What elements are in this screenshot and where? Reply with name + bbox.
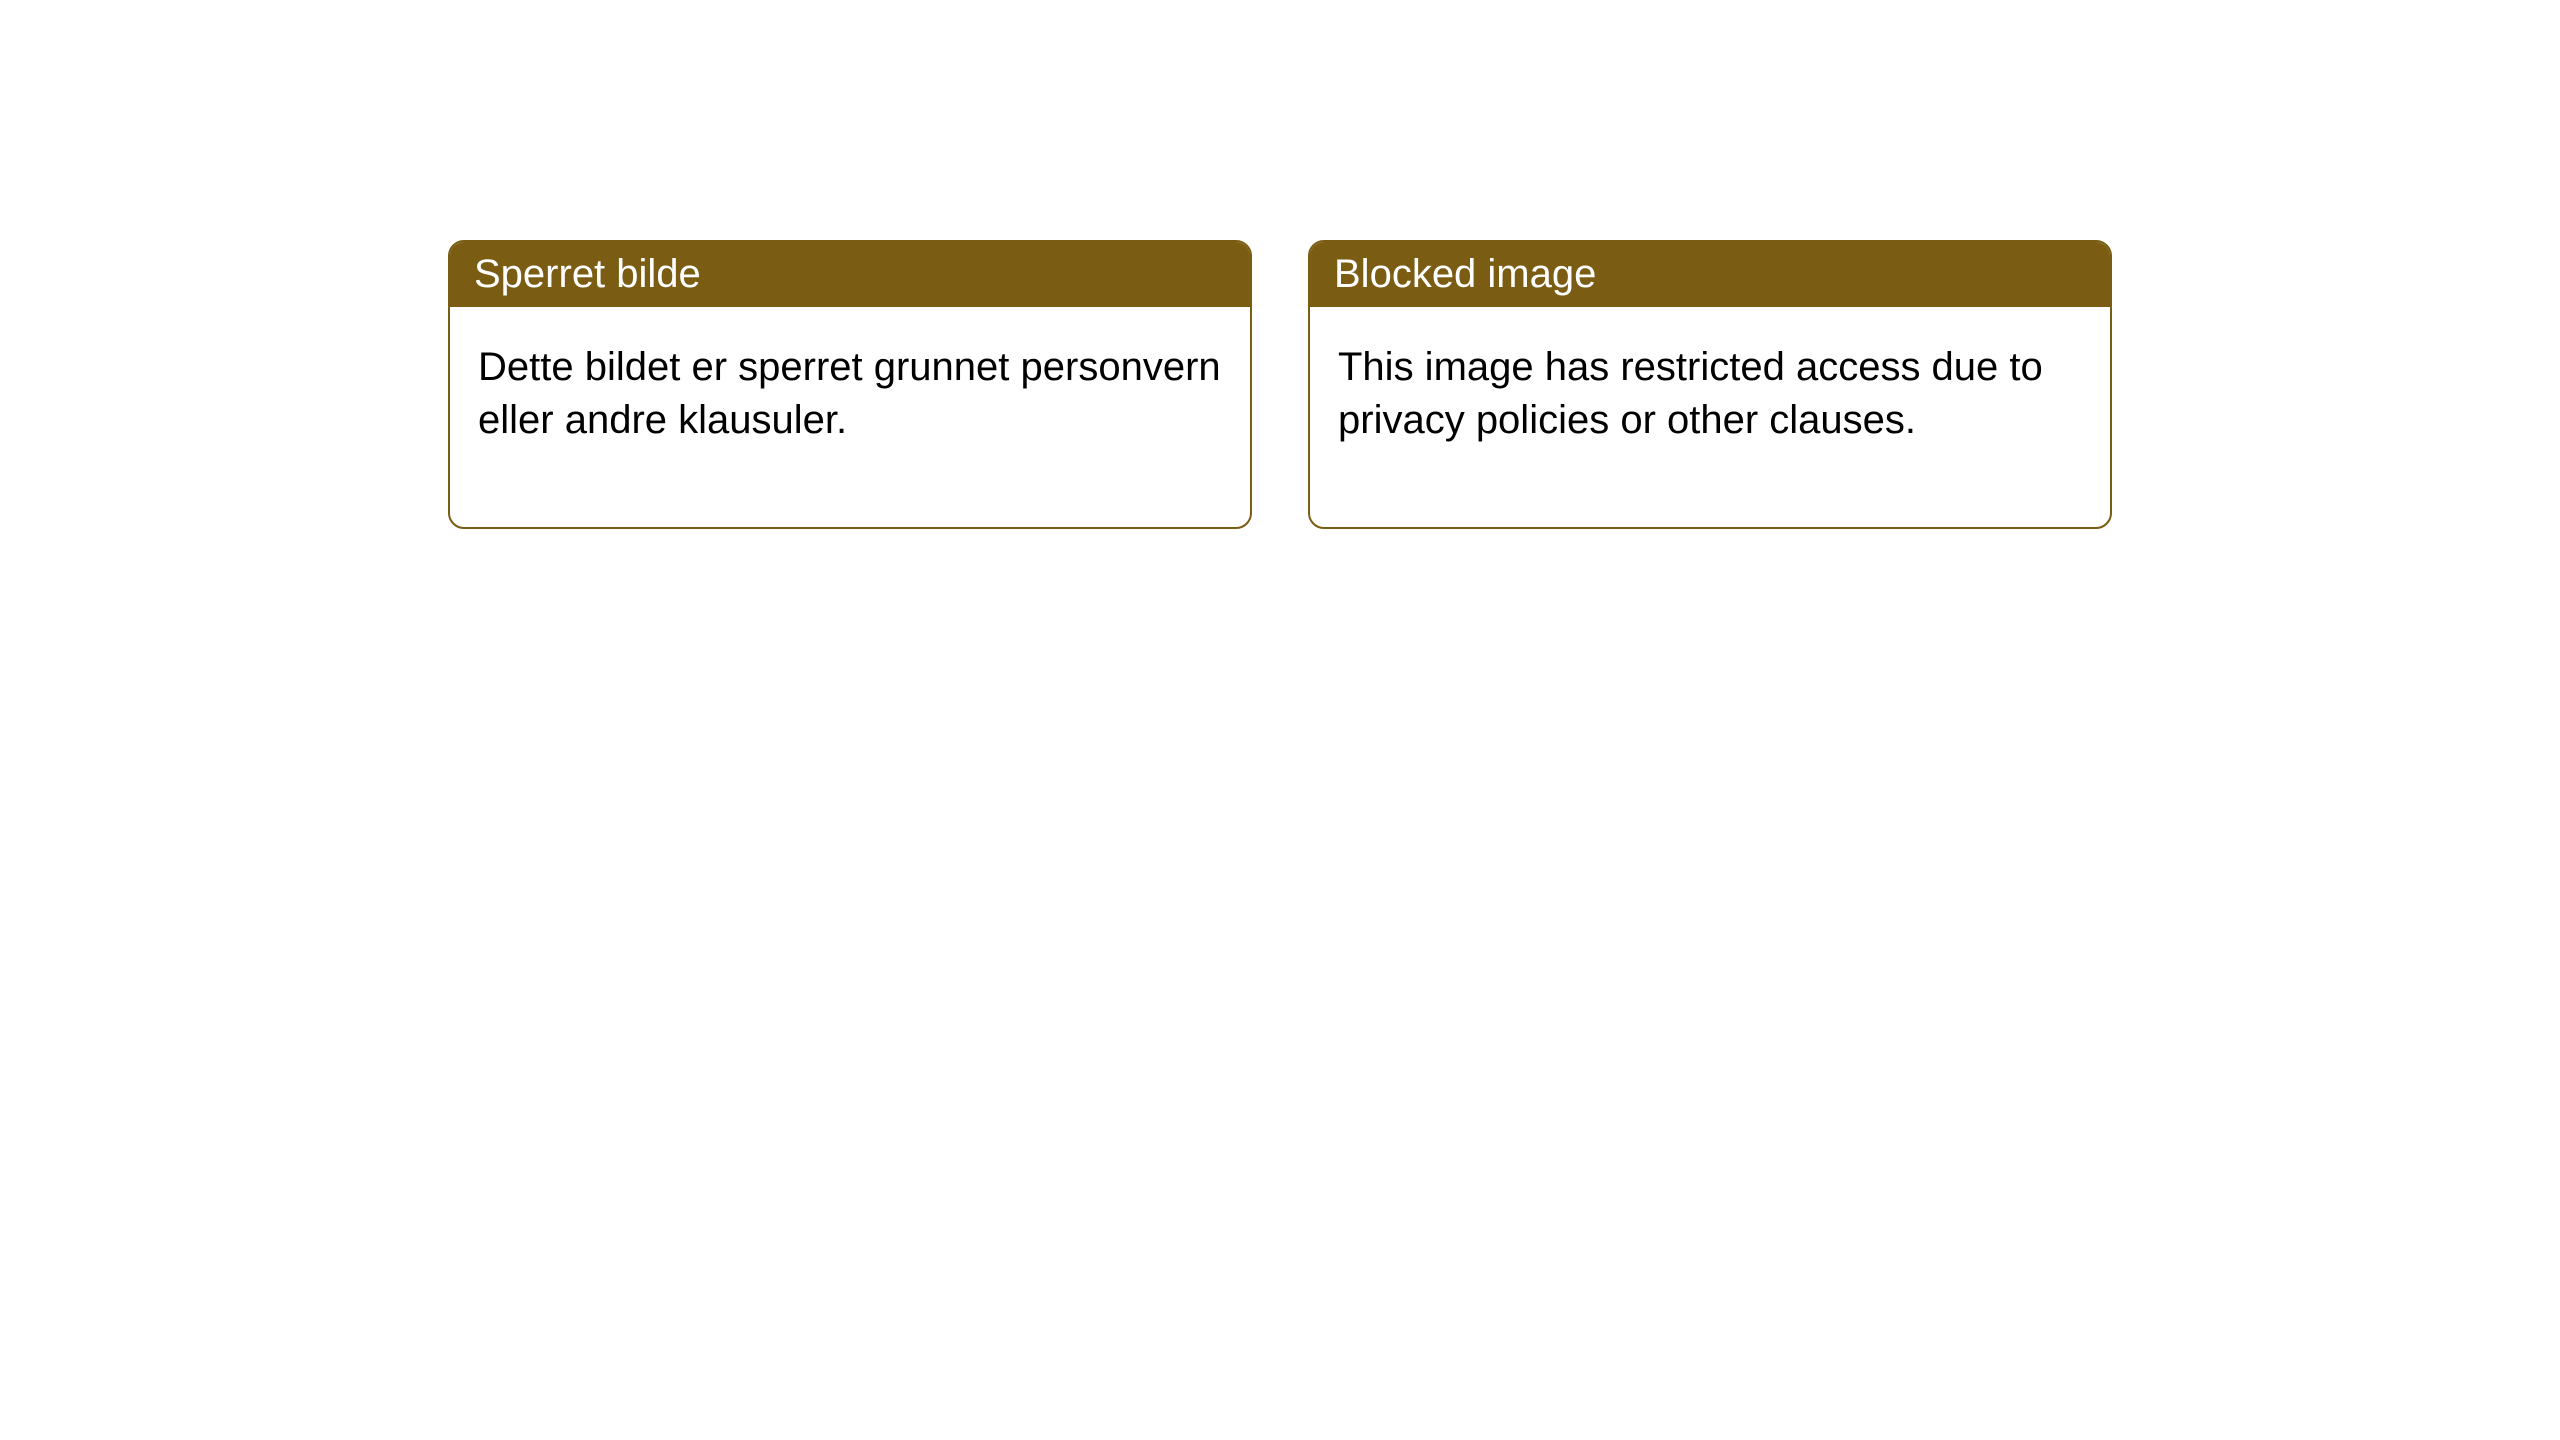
- card-header: Blocked image: [1310, 242, 2110, 307]
- card-header: Sperret bilde: [450, 242, 1250, 307]
- blocked-image-cards: Sperret bilde Dette bildet er sperret gr…: [448, 240, 2112, 529]
- blocked-card-norwegian: Sperret bilde Dette bildet er sperret gr…: [448, 240, 1252, 529]
- card-body: This image has restricted access due to …: [1310, 307, 2110, 527]
- blocked-card-english: Blocked image This image has restricted …: [1308, 240, 2112, 529]
- card-body: Dette bildet er sperret grunnet personve…: [450, 307, 1250, 527]
